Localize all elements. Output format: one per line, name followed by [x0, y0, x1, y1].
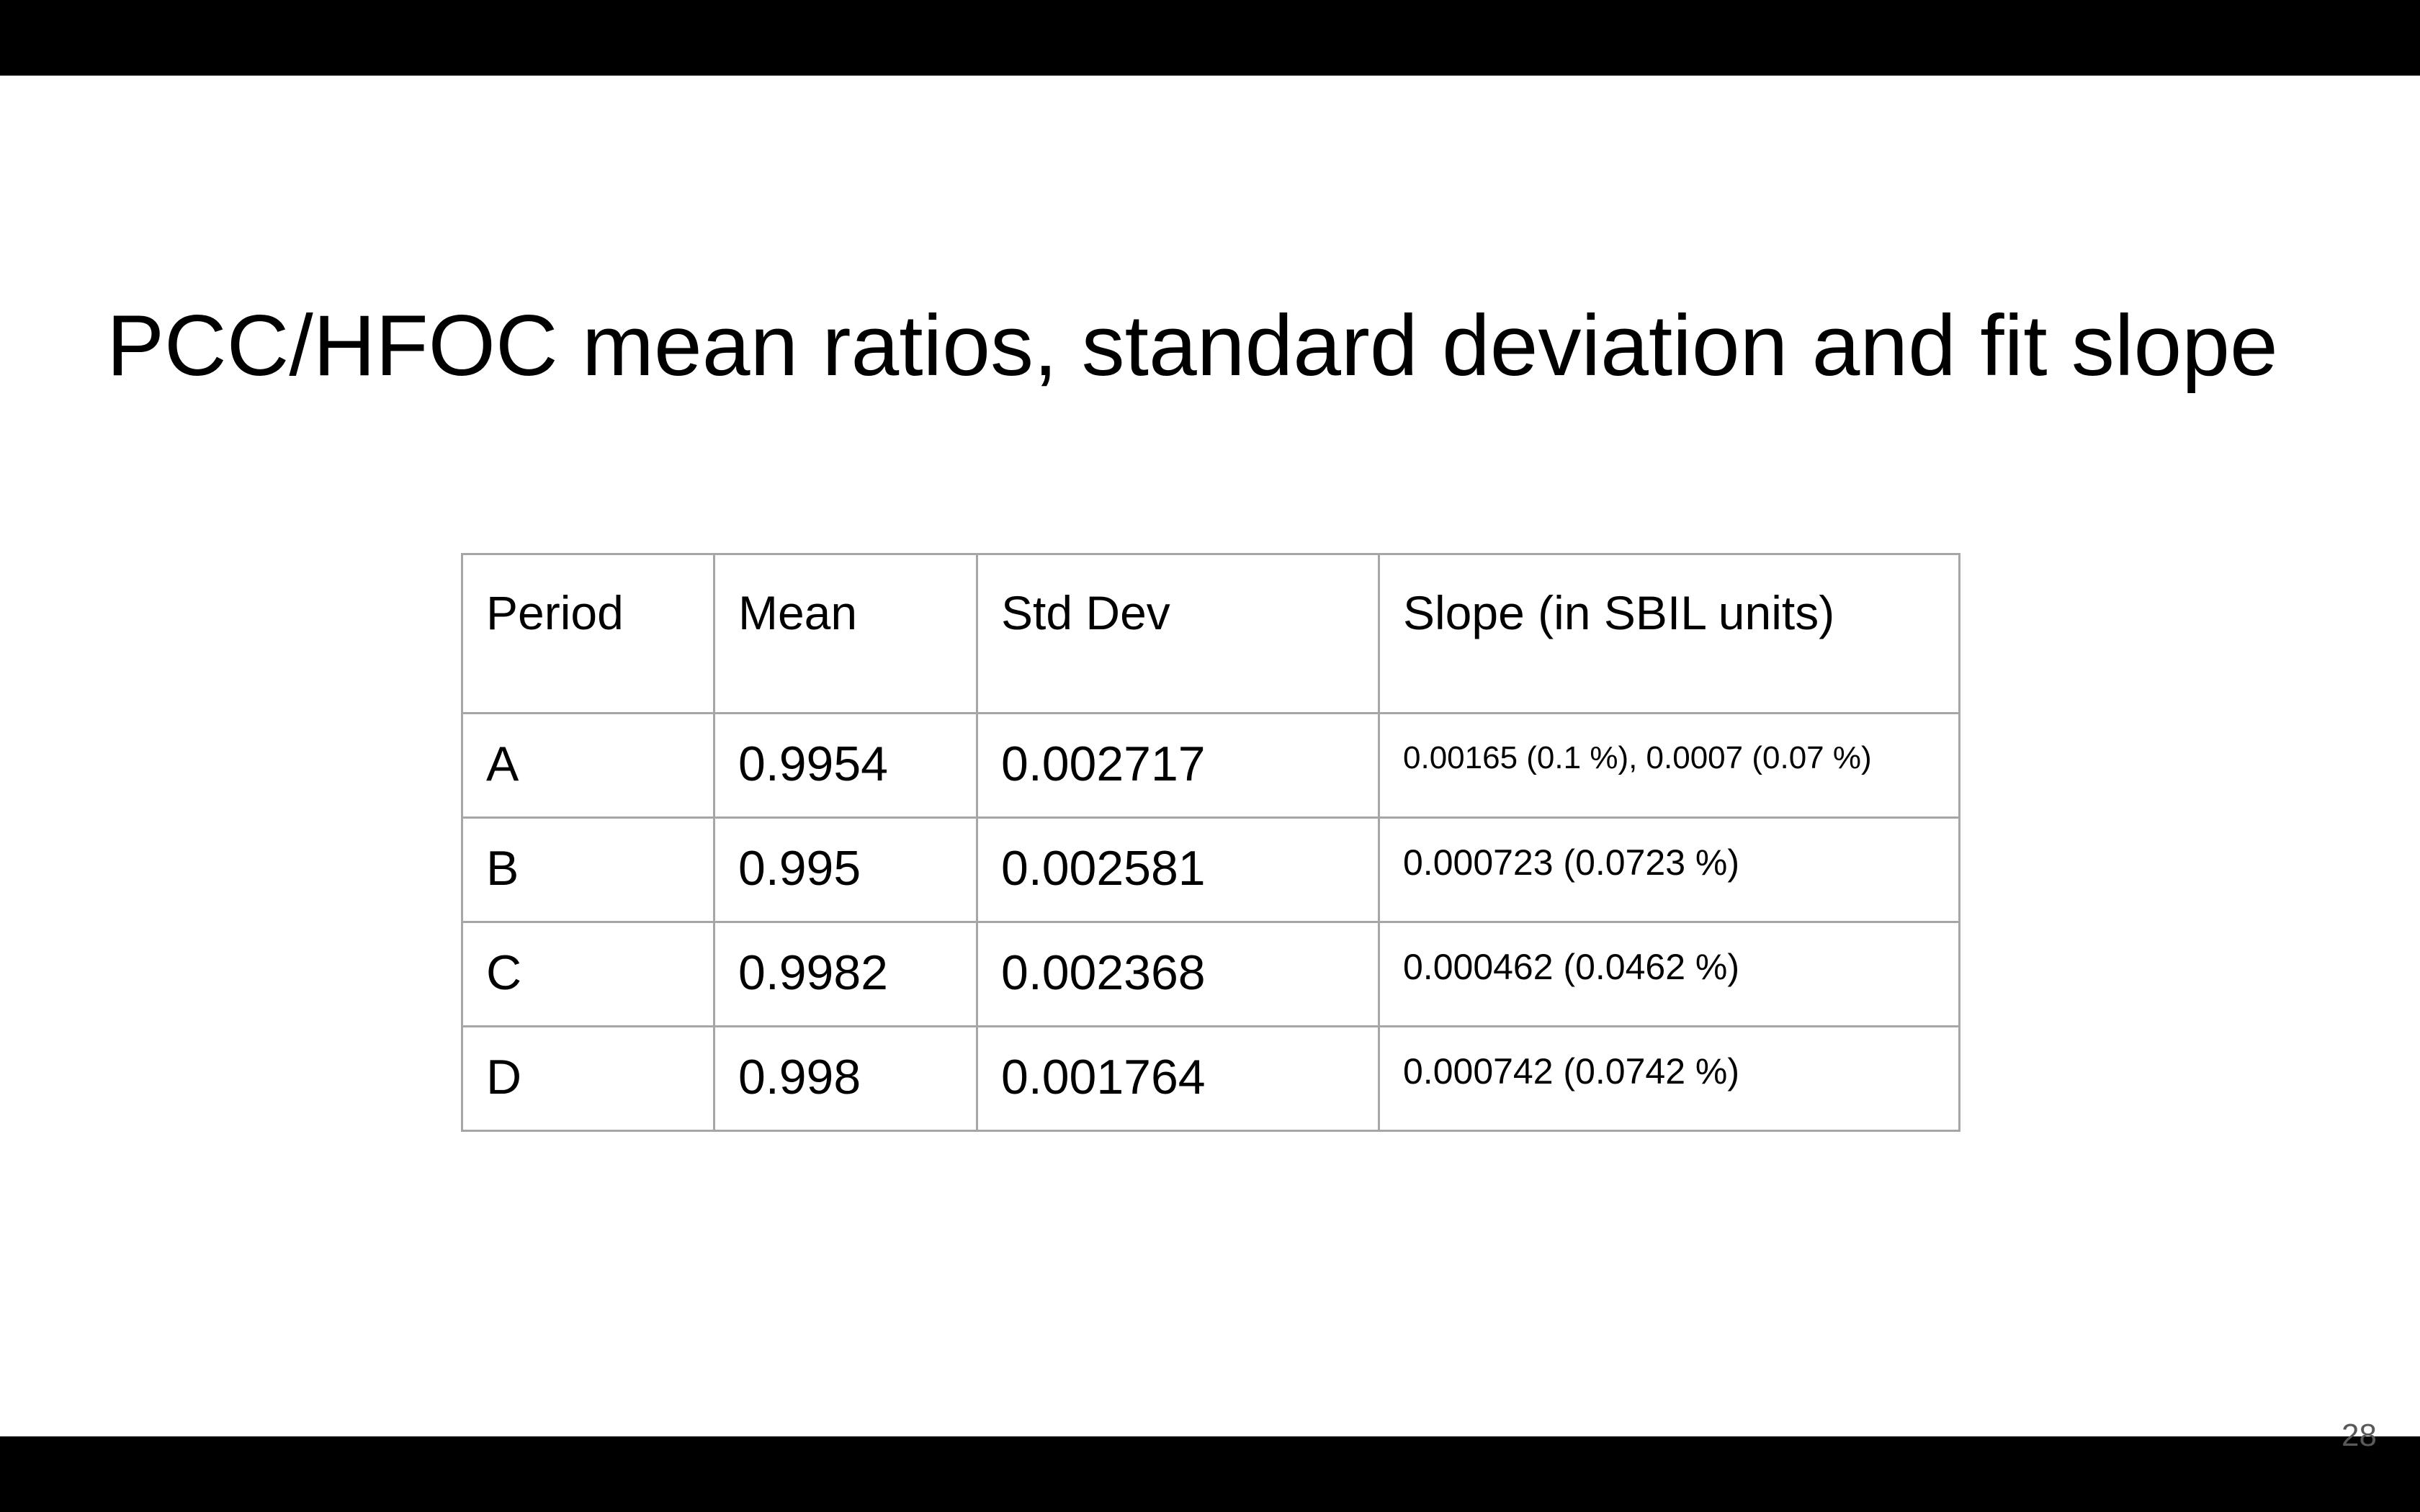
cell-period: D — [461, 1025, 715, 1132]
table-row: C 0.9982 0.002368 0.000462 (0.0462 %) — [461, 921, 1960, 1027]
cell-std-dev: 0.002581 — [976, 816, 1380, 923]
header-slope: Slope (in SBIL units) — [1378, 553, 1960, 714]
cell-slope: 0.000462 (0.0462 %) — [1378, 921, 1960, 1027]
slide: PCC/HFOC mean ratios, standard deviation… — [0, 76, 2420, 1453]
cell-slope: 0.000723 (0.0723 %) — [1378, 816, 1960, 923]
cell-period: C — [461, 921, 715, 1027]
cell-std-dev: 0.002717 — [976, 712, 1380, 819]
cell-slope: 0.000742 (0.0742 %) — [1378, 1025, 1960, 1132]
cell-period: A — [461, 712, 715, 819]
page-number: 28 — [2341, 1418, 2377, 1453]
table-header-row: Period Mean Std Dev Slope (in SBIL units… — [461, 553, 1960, 714]
cell-period: B — [461, 816, 715, 923]
table-row: A 0.9954 0.002717 0.00165 (0.1 %), 0.000… — [461, 712, 1960, 819]
cell-std-dev: 0.001764 — [976, 1025, 1380, 1132]
slide-title: PCC/HFOC mean ratios, standard deviation… — [107, 297, 2278, 394]
cell-mean: 0.998 — [713, 1025, 978, 1132]
header-period: Period — [461, 553, 715, 714]
cell-std-dev: 0.002368 — [976, 921, 1380, 1027]
table-row: D 0.998 0.001764 0.000742 (0.0742 %) — [461, 1025, 1960, 1132]
header-mean: Mean — [713, 553, 978, 714]
cell-slope: 0.00165 (0.1 %), 0.0007 (0.07 %) — [1378, 712, 1960, 819]
cell-mean: 0.9954 — [713, 712, 978, 819]
table-row: B 0.995 0.002581 0.000723 (0.0723 %) — [461, 816, 1960, 923]
cell-mean: 0.995 — [713, 816, 978, 923]
cell-mean: 0.9982 — [713, 921, 978, 1027]
data-table: Period Mean Std Dev Slope (in SBIL units… — [461, 553, 1960, 1132]
header-std-dev: Std Dev — [976, 553, 1380, 714]
